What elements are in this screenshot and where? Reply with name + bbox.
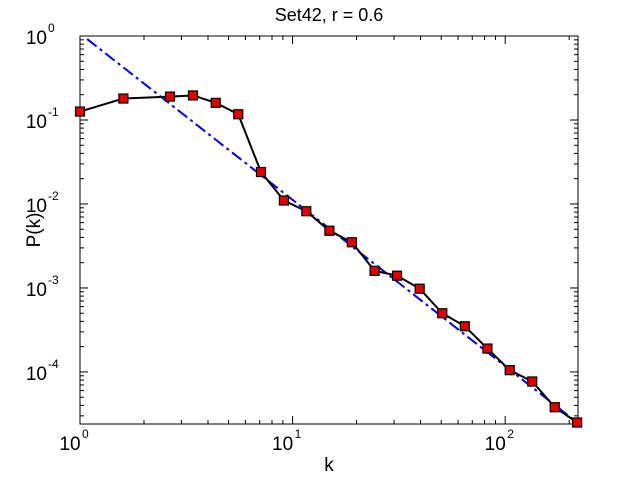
y-tick-exponent: -3 <box>48 273 59 287</box>
data-point <box>414 283 425 294</box>
data-point <box>549 402 560 413</box>
data-point <box>527 376 538 387</box>
data-point <box>324 225 335 236</box>
y-tick-label: 10 <box>26 280 47 301</box>
fit-line <box>86 38 578 424</box>
y-axis-label: P(k) <box>24 213 45 248</box>
data-point <box>369 265 380 276</box>
x-tick-exponent: 2 <box>507 427 514 441</box>
series-layer <box>74 38 583 428</box>
tick-labels: 10 0 10 1 10 210 010 -110 -210 -310 -4 <box>26 21 514 455</box>
minor-ticks <box>80 36 578 424</box>
data-point <box>278 195 289 206</box>
x-tick-label: 10 <box>272 434 293 455</box>
data-point <box>572 417 583 428</box>
y-tick-label: 10 <box>26 28 47 49</box>
y-tick-exponent: 0 <box>48 21 55 35</box>
data-point <box>459 321 470 332</box>
y-tick-label: 10 <box>26 196 47 217</box>
data-point <box>187 90 199 101</box>
data-point <box>233 109 244 120</box>
data-point <box>391 270 403 281</box>
data-point <box>301 206 312 217</box>
major-ticks <box>79 35 578 424</box>
x-tick-label: 10 <box>59 434 80 455</box>
data-point <box>504 365 515 376</box>
y-tick-exponent: -4 <box>48 357 59 371</box>
x-tick-exponent: 1 <box>295 427 302 441</box>
y-tick-label: 10 <box>26 364 47 385</box>
chart-title: Set42, r = 0.6 <box>275 5 384 25</box>
data-point <box>118 93 129 104</box>
data-point <box>482 343 493 354</box>
x-axis-label: k <box>324 455 334 476</box>
data-point <box>164 91 176 102</box>
data-point <box>210 97 221 108</box>
y-tick-exponent: -2 <box>48 189 59 203</box>
x-tick-exponent: 0 <box>82 427 89 441</box>
data-point <box>346 237 357 248</box>
y-tick-label: 10 <box>26 112 47 133</box>
y-tick-exponent: -1 <box>48 105 59 119</box>
x-tick-label: 10 <box>485 434 506 455</box>
data-point <box>74 106 86 117</box>
data-point <box>255 166 267 178</box>
data-point <box>437 308 448 319</box>
